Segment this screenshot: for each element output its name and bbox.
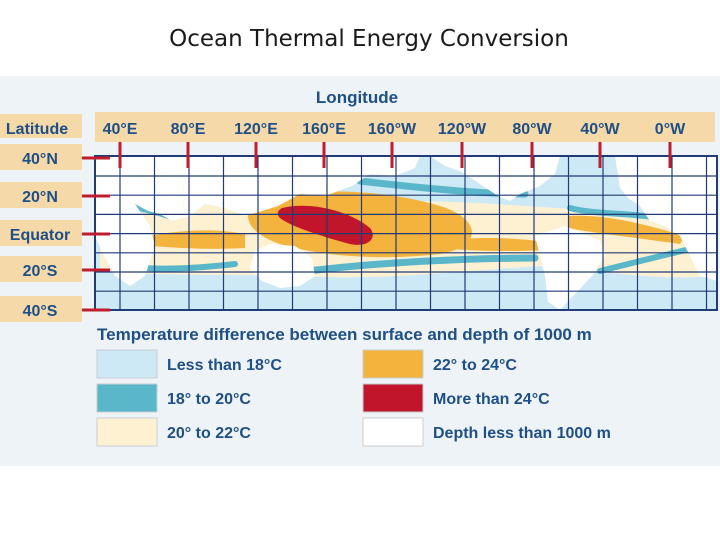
land-west-africa-europe <box>615 156 717 281</box>
legend-label: Depth less than 1000 m <box>433 425 611 442</box>
zone-22-24-east-pacific <box>440 238 545 252</box>
legend-label: More than 24°C <box>433 391 550 408</box>
map-grid <box>95 156 717 310</box>
zone-22-24-indian <box>150 230 245 249</box>
zone-over-24-west-pacific <box>277 205 373 245</box>
longitude-title: Longitude <box>316 88 398 107</box>
legend-swatch <box>362 383 424 413</box>
longitude-label: 120°W <box>438 121 487 138</box>
world-map <box>94 155 718 311</box>
legend-label: 20° to 22°C <box>167 425 251 442</box>
latitude-label-band <box>0 296 82 322</box>
longitude-label: 40°E <box>103 121 138 138</box>
longitude-label: 40°W <box>580 121 620 138</box>
latitude-labels: 40°N 20°N Equator 20°S 40°S <box>10 151 70 320</box>
slide-title: Ocean Thermal Energy Conversion <box>169 26 569 52</box>
latitude-label: 40°N <box>22 151 58 168</box>
latitude-label-band <box>0 256 82 282</box>
longitude-labels: 40°E 80°E 120°E 160°E 160°W 120°W 80°W 40°W 0°W <box>103 121 687 138</box>
longitude-label: 160°W <box>368 121 417 138</box>
longitude-label: 80°W <box>512 121 552 138</box>
legend-title: Temperature difference between surface a… <box>97 325 592 344</box>
latitude-label-band <box>0 220 82 246</box>
otec-map-figure: Longitude Latitude 40°E 80°E 120°E 160°E 160… <box>0 76 720 466</box>
legend-label: Less than 18°C <box>167 357 282 374</box>
legend-label: 18° to 20°C <box>167 391 251 408</box>
otec-map-svg: Longitude Latitude 40°E 80°E 120°E 160°E 160… <box>0 76 720 466</box>
legend-swatch <box>362 349 424 379</box>
land-africa-east <box>95 194 155 286</box>
longitude-label: 80°E <box>171 121 206 138</box>
latitude-label: Equator <box>10 227 70 244</box>
longitude-label: 160°E <box>302 121 346 138</box>
legend: Less than 18°C 18° to 20°C 20° to 22°C 22° … <box>96 349 611 447</box>
latitude-label-bands <box>0 144 82 322</box>
latitude-label: 40°S <box>23 303 58 320</box>
longitude-label: 120°E <box>234 121 278 138</box>
zone-18-20-south-pacific <box>296 254 539 276</box>
latitude-label-band <box>0 144 82 170</box>
land-south-america <box>535 226 605 310</box>
legend-swatch <box>96 349 158 379</box>
legend-swatch <box>96 417 158 447</box>
latitude-title-band <box>0 114 82 138</box>
legend-swatch <box>96 383 158 413</box>
latitude-label: 20°S <box>23 263 58 280</box>
latitude-label: 20°N <box>22 189 58 206</box>
longitude-label: 0°W <box>655 121 686 138</box>
legend-swatch <box>362 417 424 447</box>
zone-22-24-atlantic <box>568 215 685 244</box>
latitude-title: Latitude <box>6 121 68 138</box>
longitude-header-band <box>95 112 715 142</box>
latitude-label-band <box>0 182 82 208</box>
axis-ticks <box>82 142 672 312</box>
land-australia <box>250 244 315 288</box>
legend-label: 22° to 24°C <box>433 357 517 374</box>
